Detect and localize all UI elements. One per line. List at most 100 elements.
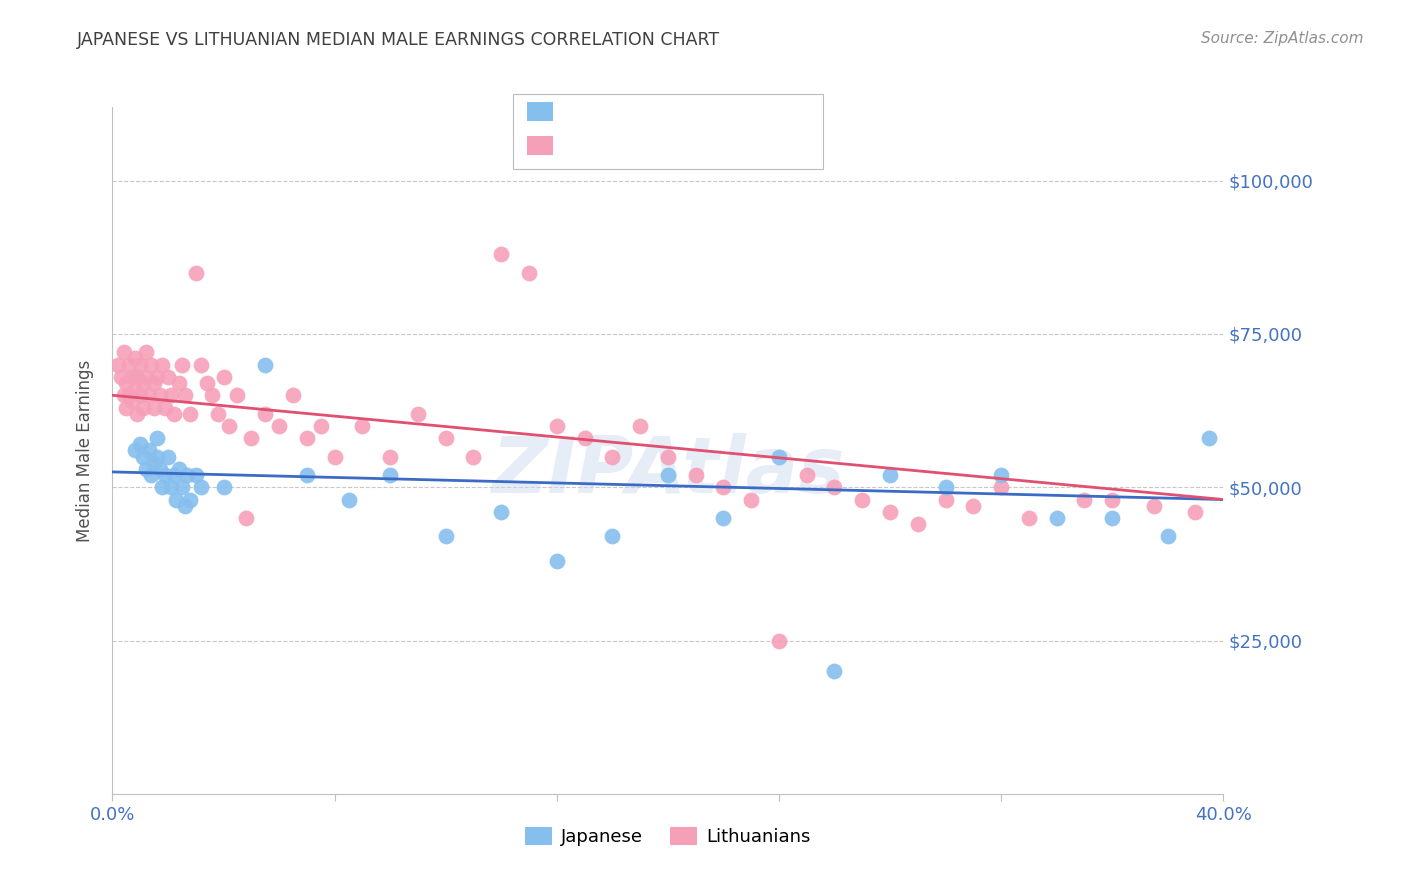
Text: JAPANESE VS LITHUANIAN MEDIAN MALE EARNINGS CORRELATION CHART: JAPANESE VS LITHUANIAN MEDIAN MALE EARNI… — [77, 31, 720, 49]
Point — [146, 369, 169, 384]
Point — [143, 376, 166, 390]
Point — [112, 345, 135, 359]
Point — [740, 492, 762, 507]
Point — [851, 492, 873, 507]
Point — [281, 388, 304, 402]
Point — [132, 450, 155, 464]
Point — [118, 358, 141, 372]
Point — [768, 633, 790, 648]
Point — [135, 369, 157, 384]
Point — [129, 388, 152, 402]
Point — [124, 443, 146, 458]
Point — [135, 462, 157, 476]
Point — [546, 554, 568, 568]
Point — [141, 358, 163, 372]
Point — [152, 358, 174, 372]
Point — [879, 467, 901, 482]
Point — [115, 401, 138, 415]
Point — [149, 388, 172, 402]
Point — [768, 450, 790, 464]
Point — [179, 407, 201, 421]
Point — [463, 450, 485, 464]
Point — [212, 369, 235, 384]
Point — [962, 499, 984, 513]
Point — [135, 345, 157, 359]
Point — [167, 462, 190, 476]
Point — [157, 369, 180, 384]
Point — [434, 529, 457, 543]
Point — [165, 492, 187, 507]
Point — [657, 450, 679, 464]
Point — [226, 388, 249, 402]
Point — [1101, 511, 1123, 525]
Text: N = 80: N = 80 — [717, 136, 780, 154]
Point — [380, 450, 402, 464]
Point — [201, 388, 224, 402]
Point — [546, 418, 568, 433]
Point — [138, 443, 160, 458]
Point — [143, 401, 166, 415]
Point — [190, 480, 212, 494]
Point — [141, 467, 163, 482]
Point — [157, 450, 180, 464]
Text: R = -0.090: R = -0.090 — [567, 103, 664, 120]
Point — [152, 480, 174, 494]
Point — [115, 376, 138, 390]
Point — [323, 450, 346, 464]
Point — [309, 418, 332, 433]
Point — [295, 467, 318, 482]
Point — [107, 358, 129, 372]
Text: R =  -0.192: R = -0.192 — [567, 136, 669, 154]
Point — [628, 418, 651, 433]
Point — [179, 492, 201, 507]
Point — [406, 407, 429, 421]
Point — [380, 467, 402, 482]
Point — [337, 492, 360, 507]
Point — [212, 480, 235, 494]
Point — [173, 388, 195, 402]
Point — [190, 358, 212, 372]
Point — [155, 401, 177, 415]
Point — [796, 467, 818, 482]
Point — [879, 505, 901, 519]
Point — [602, 529, 624, 543]
Point — [159, 480, 181, 494]
Point — [685, 467, 707, 482]
Point — [491, 505, 513, 519]
Point — [434, 431, 457, 445]
Point — [121, 369, 143, 384]
Point — [129, 358, 152, 372]
Point — [990, 467, 1012, 482]
Point — [170, 480, 193, 494]
Point — [155, 467, 177, 482]
Point — [240, 431, 263, 445]
Point — [517, 266, 540, 280]
Point — [713, 480, 735, 494]
Point — [195, 376, 218, 390]
Point — [990, 480, 1012, 494]
Point — [1143, 499, 1166, 513]
Point — [132, 401, 155, 415]
Point — [159, 388, 181, 402]
Point — [149, 462, 172, 476]
Point — [176, 467, 198, 482]
Point — [602, 450, 624, 464]
Point — [170, 358, 193, 372]
Point — [1184, 505, 1206, 519]
Point — [1156, 529, 1178, 543]
Point — [491, 247, 513, 261]
Point — [143, 456, 166, 470]
Point — [824, 480, 846, 494]
Point — [146, 450, 169, 464]
Point — [1018, 511, 1040, 525]
Point — [657, 467, 679, 482]
Point — [352, 418, 374, 433]
Point — [207, 407, 229, 421]
Point — [132, 376, 155, 390]
Point — [824, 664, 846, 678]
Point — [713, 511, 735, 525]
Point — [110, 369, 132, 384]
Legend: Japanese, Lithuanians: Japanese, Lithuanians — [517, 820, 818, 854]
Point — [112, 388, 135, 402]
Text: N = 43: N = 43 — [717, 103, 780, 120]
